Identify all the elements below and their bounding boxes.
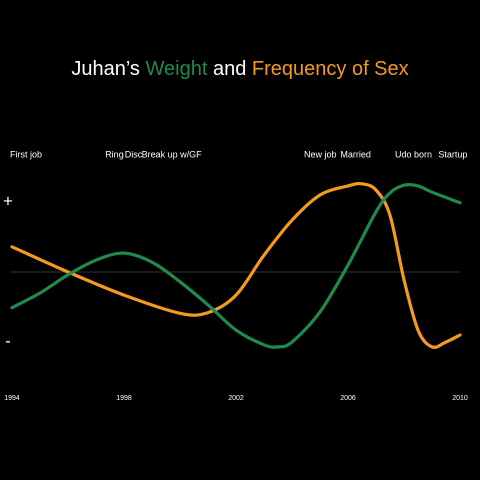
- title-series: Frequency of Sex: [252, 58, 409, 80]
- title-joiner: and: [213, 58, 246, 80]
- annotation: Ring: [105, 149, 124, 159]
- annotation: Startup: [438, 149, 467, 159]
- annotation: First job: [10, 149, 42, 159]
- annotation: Married: [340, 149, 371, 159]
- title-prefix: Juhan’s: [71, 58, 140, 80]
- chart-title: Juhan’s Weight and Frequency of Sex: [71, 58, 408, 80]
- annotation: Udo born: [395, 149, 432, 159]
- x-tick-label: 1994: [4, 395, 20, 402]
- annotation: Break up w/GF: [142, 149, 203, 159]
- x-tick-label: 2002: [228, 395, 244, 402]
- annotation: New job: [304, 149, 337, 159]
- x-tick-label: 2010: [452, 395, 468, 402]
- series-line: [10, 183, 462, 349]
- y-tick-label: -: [5, 331, 11, 350]
- title-series: Weight: [146, 58, 208, 80]
- annotation: Disc: [125, 149, 143, 159]
- series-line: [10, 181, 462, 349]
- x-tick-label: 2006: [340, 395, 356, 402]
- y-tick-label: +: [3, 191, 13, 210]
- x-tick-label: 1998: [116, 395, 132, 402]
